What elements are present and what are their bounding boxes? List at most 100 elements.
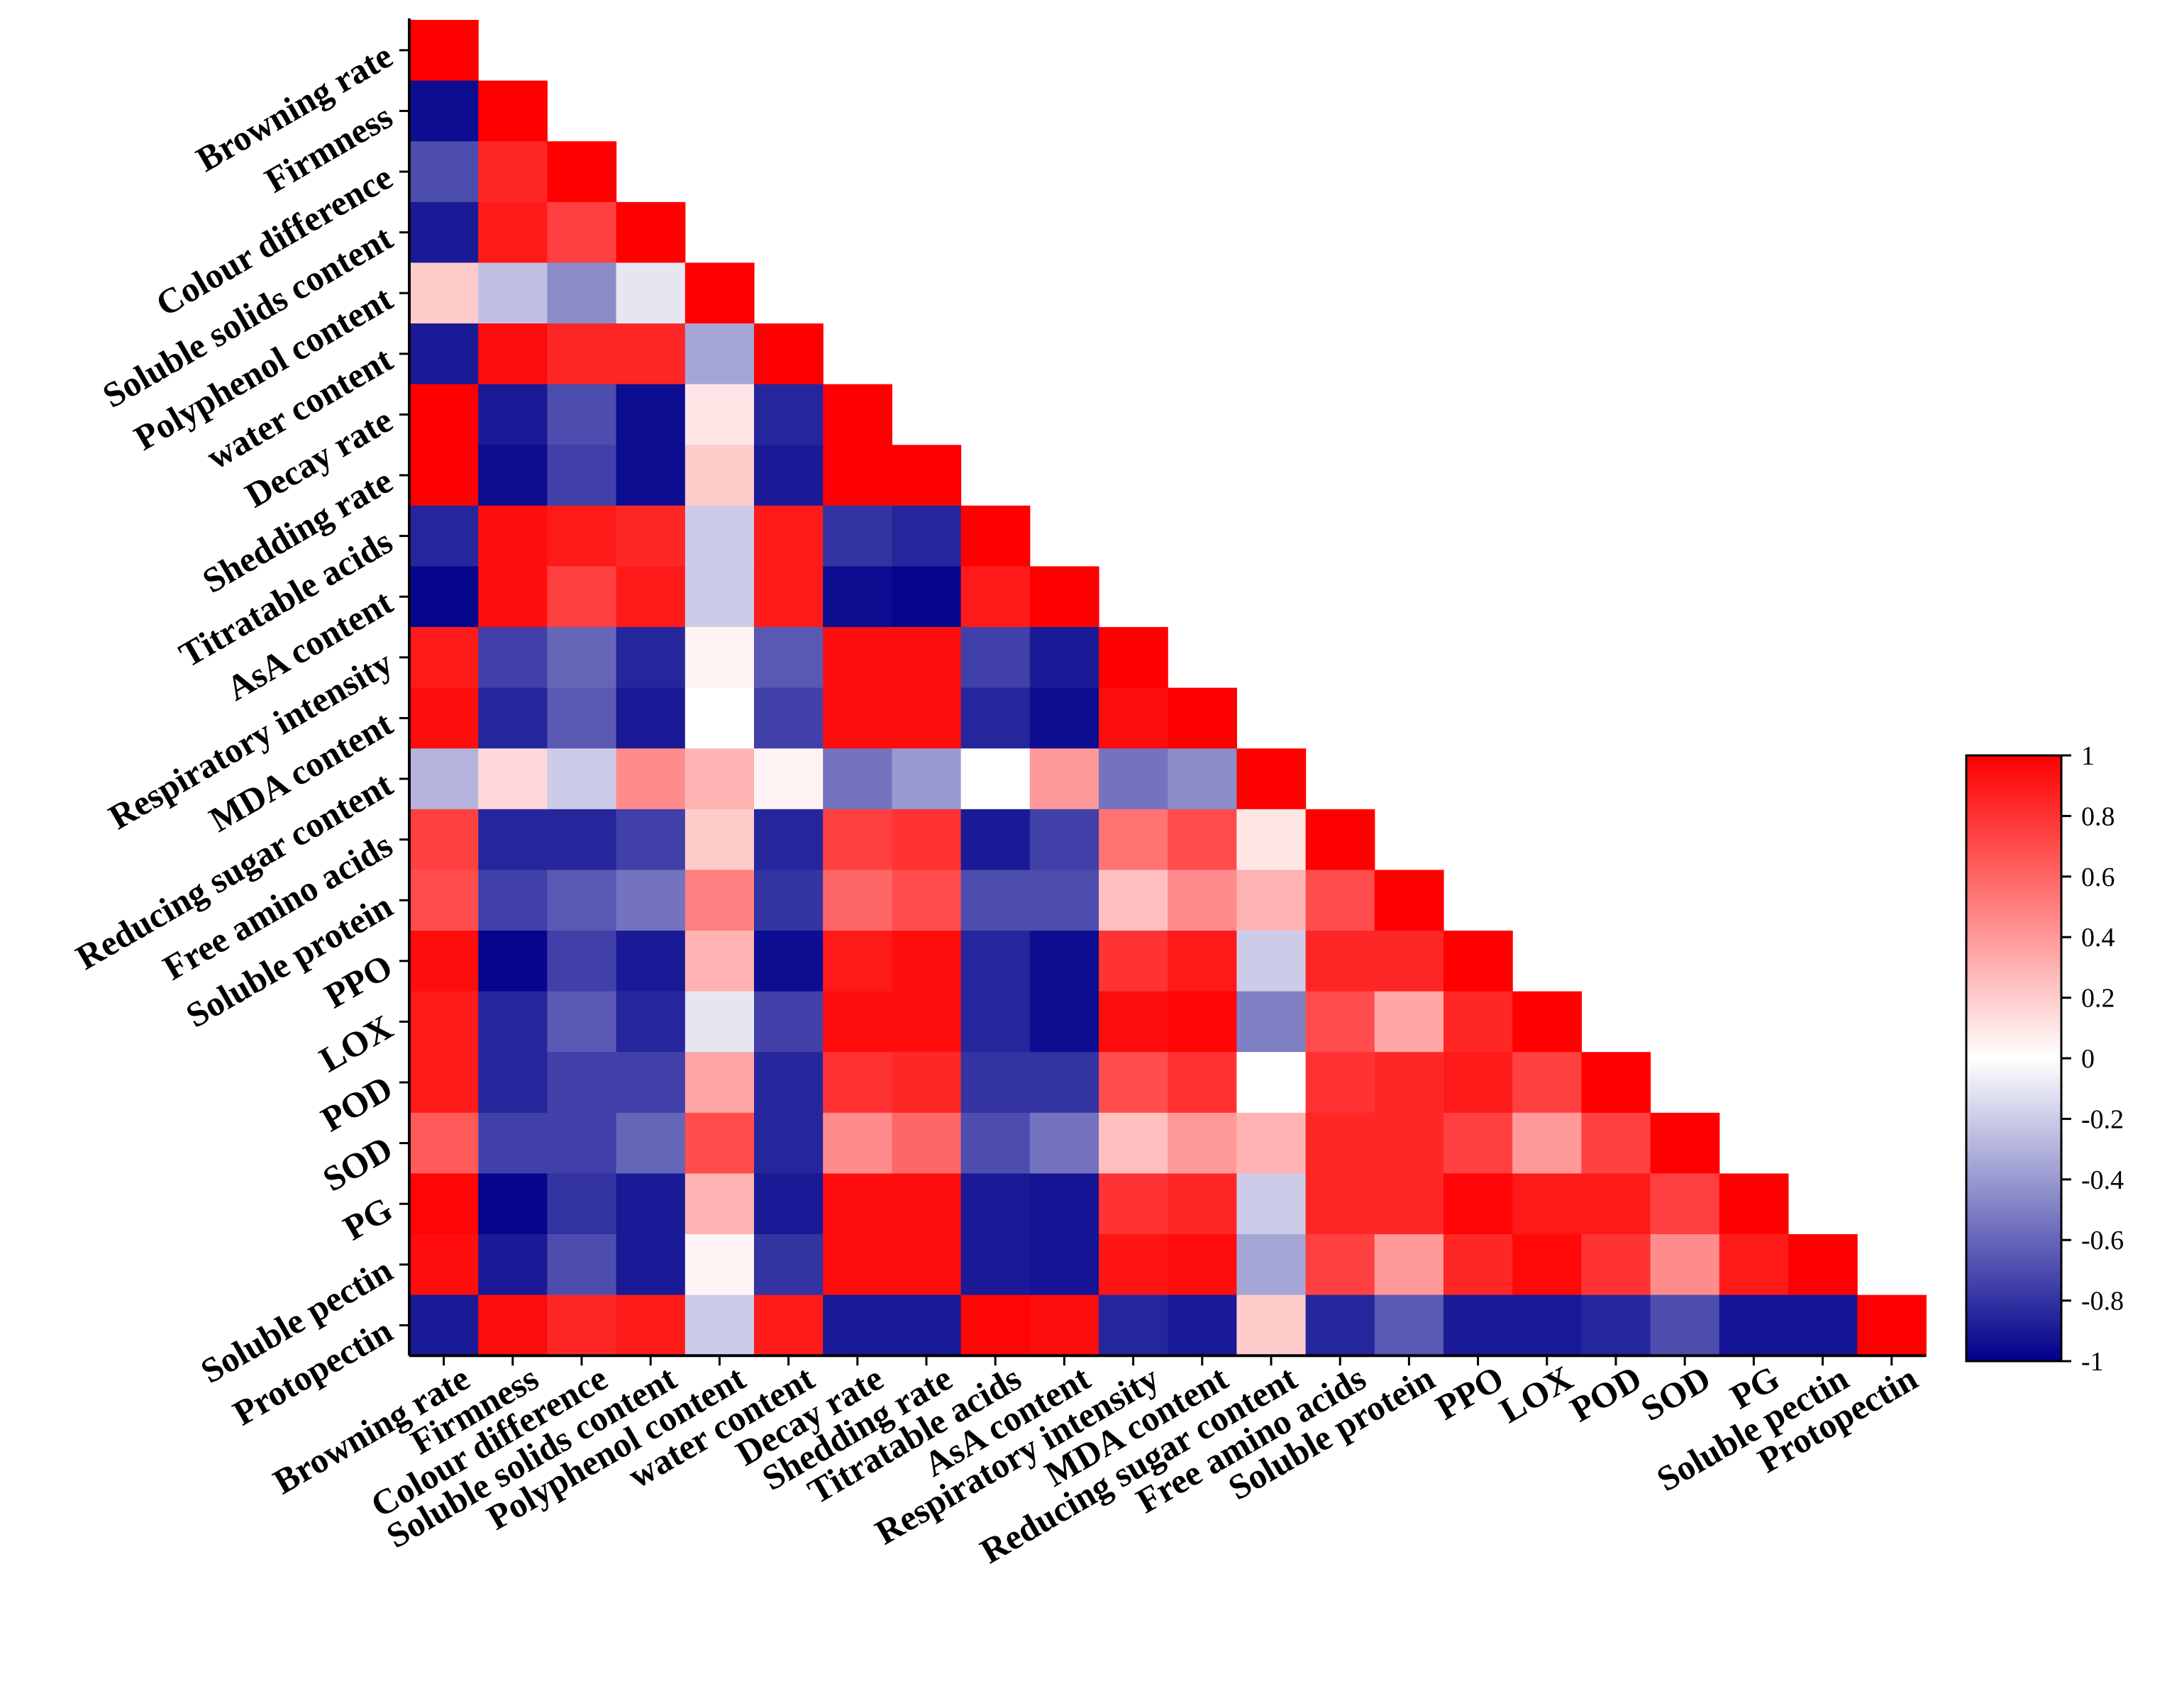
heatmap-cell bbox=[409, 384, 479, 445]
heatmap-cell bbox=[478, 748, 548, 810]
heatmap-cell bbox=[547, 809, 617, 870]
heatmap-cell bbox=[409, 1112, 479, 1174]
heatmap-cell bbox=[1650, 1112, 1720, 1174]
heatmap-cell bbox=[478, 1234, 548, 1296]
heatmap-cell bbox=[409, 809, 479, 870]
heatmap-cell bbox=[754, 870, 824, 931]
heatmap-cell bbox=[823, 991, 892, 1053]
heatmap-cell bbox=[892, 505, 962, 567]
heatmap-cell bbox=[1581, 1234, 1651, 1296]
heatmap-cell bbox=[409, 870, 479, 931]
heatmap-cell bbox=[616, 505, 686, 567]
heatmap-cell bbox=[685, 323, 755, 385]
heatmap-cell bbox=[823, 687, 892, 749]
heatmap-cell bbox=[960, 931, 1031, 992]
heatmap-cell bbox=[823, 748, 892, 810]
heatmap-cell bbox=[1236, 1173, 1307, 1235]
heatmap-cell bbox=[1305, 1234, 1375, 1296]
heatmap-cell bbox=[754, 687, 824, 749]
heatmap-cell bbox=[409, 627, 479, 689]
heatmap-cell bbox=[1099, 870, 1168, 931]
heatmap-cell bbox=[1374, 1052, 1444, 1114]
heatmap-cell bbox=[1443, 1234, 1513, 1296]
heatmap-cell bbox=[616, 1112, 686, 1174]
heatmap-cell bbox=[1581, 1052, 1651, 1114]
heatmap-cell bbox=[409, 1294, 479, 1356]
heatmap-cell bbox=[892, 566, 962, 628]
heatmap-cell bbox=[1512, 1112, 1582, 1174]
heatmap-cell bbox=[1305, 931, 1375, 992]
heatmap-cell bbox=[1168, 1052, 1237, 1114]
heatmap-cell bbox=[547, 141, 617, 203]
heatmap-cell bbox=[960, 870, 1031, 931]
heatmap-cell bbox=[823, 505, 892, 567]
heatmap-cell bbox=[1236, 991, 1307, 1053]
heatmap-cell bbox=[1512, 991, 1582, 1053]
heatmap-cell bbox=[960, 1173, 1031, 1235]
heatmap-cell bbox=[685, 1052, 755, 1114]
heatmap-cell bbox=[478, 687, 548, 749]
heatmap-cells bbox=[409, 20, 1927, 1356]
heatmap-cell bbox=[1099, 1173, 1168, 1235]
heatmap-cell bbox=[478, 627, 548, 689]
heatmap-cell bbox=[823, 566, 892, 628]
heatmap-cell bbox=[892, 445, 962, 506]
heatmap-cell bbox=[547, 870, 617, 931]
heatmap-cell bbox=[754, 1052, 824, 1114]
heatmap-cell bbox=[823, 445, 892, 506]
heatmap-cell bbox=[960, 1234, 1031, 1296]
heatmap-cell bbox=[1029, 1052, 1099, 1114]
heatmap-cell bbox=[960, 1294, 1031, 1356]
heatmap-cell bbox=[616, 566, 686, 628]
heatmap-cell bbox=[1029, 870, 1099, 931]
heatmap-cell bbox=[1305, 809, 1375, 870]
y-tick-label: SOD bbox=[316, 1128, 399, 1199]
heatmap-cell bbox=[892, 627, 962, 689]
heatmap-cell bbox=[1168, 1234, 1237, 1296]
heatmap-cell bbox=[1305, 991, 1375, 1053]
heatmap-cell bbox=[1443, 931, 1513, 992]
heatmap-cell bbox=[960, 566, 1031, 628]
heatmap-cell bbox=[754, 1294, 824, 1356]
heatmap-cell bbox=[1168, 1173, 1237, 1235]
colorbar-tick-label: -0.2 bbox=[2081, 1104, 2124, 1134]
heatmap-cell bbox=[1374, 991, 1444, 1053]
heatmap-cell bbox=[1168, 870, 1237, 931]
heatmap-cell bbox=[1236, 931, 1307, 992]
heatmap-cell bbox=[1305, 1294, 1375, 1356]
heatmap-cell bbox=[960, 809, 1031, 870]
heatmap-cell bbox=[1236, 1112, 1307, 1174]
heatmap-cell bbox=[823, 870, 892, 931]
heatmap-cell bbox=[823, 809, 892, 870]
heatmap-cell bbox=[823, 384, 892, 445]
heatmap-cell bbox=[616, 201, 686, 263]
colorbar-tick-label: 0 bbox=[2081, 1044, 2095, 1074]
heatmap-cell bbox=[685, 748, 755, 810]
heatmap-cell bbox=[616, 445, 686, 506]
heatmap-cell bbox=[685, 566, 755, 628]
heatmap-cell bbox=[409, 201, 479, 263]
heatmap-cell bbox=[409, 1052, 479, 1114]
heatmap-cell bbox=[1236, 1234, 1307, 1296]
heatmap-cell bbox=[754, 445, 824, 506]
colorbar-tick-label: 0.6 bbox=[2081, 863, 2115, 892]
heatmap-cell bbox=[1099, 1112, 1168, 1174]
heatmap-cell bbox=[823, 1112, 892, 1174]
heatmap-cell bbox=[409, 931, 479, 992]
heatmap-cell bbox=[478, 991, 548, 1053]
heatmap-cell bbox=[1029, 1112, 1099, 1174]
heatmap-cell bbox=[616, 809, 686, 870]
heatmap-cell bbox=[754, 931, 824, 992]
heatmap-cell bbox=[547, 384, 617, 445]
heatmap-cell bbox=[685, 931, 755, 992]
heatmap-cell bbox=[616, 991, 686, 1053]
heatmap-cell bbox=[754, 1234, 824, 1296]
heatmap-cell bbox=[1168, 748, 1237, 810]
heatmap-cell bbox=[1443, 1173, 1513, 1235]
heatmap-cell bbox=[960, 991, 1031, 1053]
heatmap-cell bbox=[960, 505, 1031, 567]
heatmap-cell bbox=[1443, 1294, 1513, 1356]
heatmap-cell bbox=[547, 566, 617, 628]
